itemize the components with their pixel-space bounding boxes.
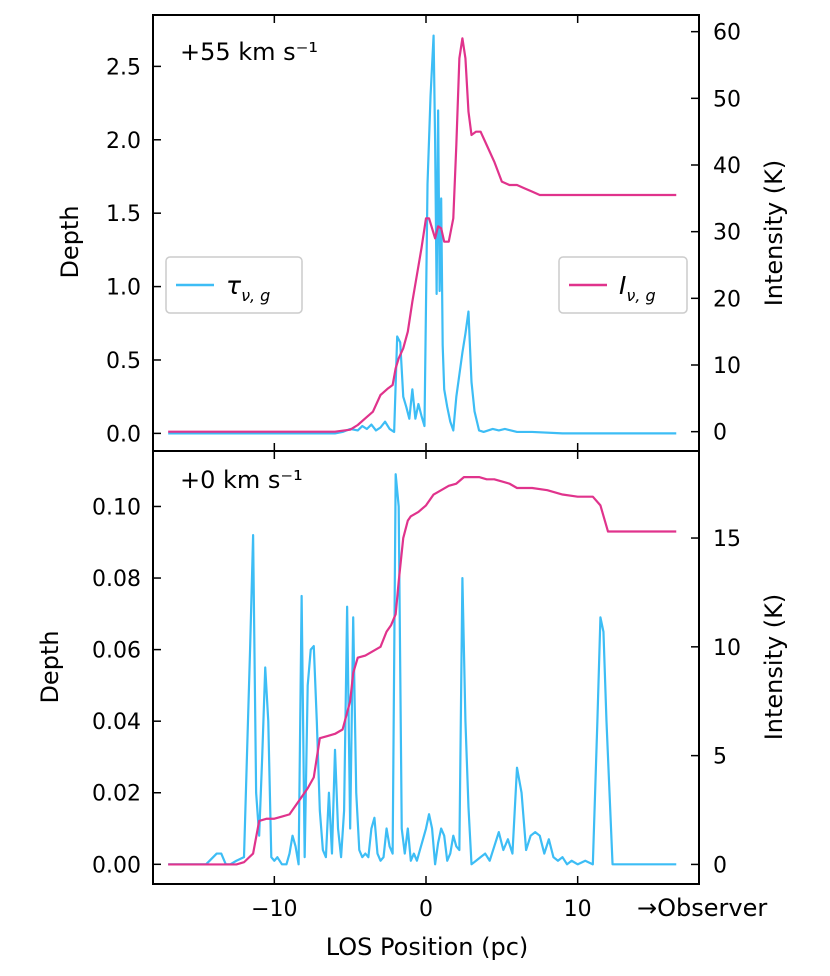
legend-intensity: Iν, g (558, 256, 688, 314)
top-left-tick-label: 1.0 (106, 276, 141, 301)
x-axis-label: LOS Position (pc) (326, 933, 529, 961)
x-tick-label: 10 (564, 897, 592, 922)
legend-tau-symbol: τ (226, 271, 242, 300)
bottom-right-tick-label: 15 (713, 527, 741, 552)
bottom-left-tick-label: 0.06 (92, 639, 141, 664)
legend-tau: τν, g (165, 256, 303, 314)
legend-tau-subscript: ν, g (241, 286, 270, 305)
top-right-tick-label: 30 (713, 221, 741, 246)
x-tick-label: 0 (419, 897, 433, 922)
bottom-panel-lines (168, 473, 677, 866)
top-left-tick-label: 0.0 (106, 422, 141, 447)
observer-label: →Observer (637, 894, 767, 922)
x-axis: −10 0 10 (251, 897, 592, 922)
bottom-panel: 0.00 0.02 0.04 0.06 0.08 0.10 0 5 10 15 +0 km s⁻¹… (36, 450, 788, 885)
bottom-left-tick-label: 0.04 (92, 710, 141, 735)
top-right-tick-label: 10 (713, 354, 741, 379)
bottom-right-tick-label: 10 (713, 636, 741, 661)
legend-intensity-symbol: I (619, 271, 626, 300)
bottom-left-tick-label: 0.02 (92, 782, 141, 807)
bottom-left-tick-label: 0.10 (92, 495, 141, 520)
top-right-tick-label: 50 (713, 87, 741, 112)
top-right-tick-label: 40 (713, 154, 741, 179)
bottom-right-ylabel: Intensity (K) (760, 594, 788, 741)
bottom-I_nu_g-line (168, 476, 677, 866)
bottom-panel-annotation: +0 km s⁻¹ (180, 466, 303, 494)
top-panel-lines (168, 34, 677, 435)
top-panel-annotation: +55 km s⁻¹ (180, 38, 318, 66)
top-left-tick-label: 2.0 (106, 129, 141, 154)
top-right-tick-label: 60 (713, 21, 741, 46)
top-I_nu_g-line (168, 37, 677, 433)
top-left-tick-label: 0.5 (106, 349, 141, 374)
legend-intensity-subscript: ν, g (626, 286, 655, 305)
top-left-tick-label: 1.5 (106, 202, 141, 227)
top-panel-ticks: 0.0 0.5 1.0 1.5 2.0 2.5 0 10 20 30 40 50 60 (106, 15, 741, 451)
top-right-ylabel: Intensity (K) (760, 160, 788, 307)
bottom-right-tick-label: 5 (713, 745, 727, 770)
bottom-panel-frame (152, 450, 700, 885)
bottom-panel-ticks: 0.00 0.02 0.04 0.06 0.08 0.10 0 5 10 15 (92, 451, 741, 884)
legend-intensity-label: Iν, g (619, 271, 656, 305)
x-tick-label: −10 (251, 897, 297, 922)
top-panel: 0.0 0.5 1.0 1.5 2.0 2.5 0 10 20 30 40 50 60 +55 km s… (56, 14, 788, 452)
bottom-right-tick-label: 0 (713, 853, 727, 878)
legend-tau-label: τν, g (226, 271, 270, 305)
top-tau_nu_g-line (168, 34, 677, 435)
top-left-ylabel: Depth (56, 205, 84, 278)
top-right-tick-label: 0 (713, 421, 727, 446)
legend-tau-frame (165, 256, 303, 314)
bottom-left-tick-label: 0.08 (92, 567, 141, 592)
bottom-tau_nu_g-line (168, 473, 677, 866)
top-left-tick-label: 2.5 (106, 55, 141, 80)
legend-intensity-frame (558, 256, 688, 314)
top-right-tick-label: 20 (713, 287, 741, 312)
bottom-left-tick-label: 0.00 (92, 853, 141, 878)
bottom-left-ylabel: Depth (36, 630, 64, 703)
